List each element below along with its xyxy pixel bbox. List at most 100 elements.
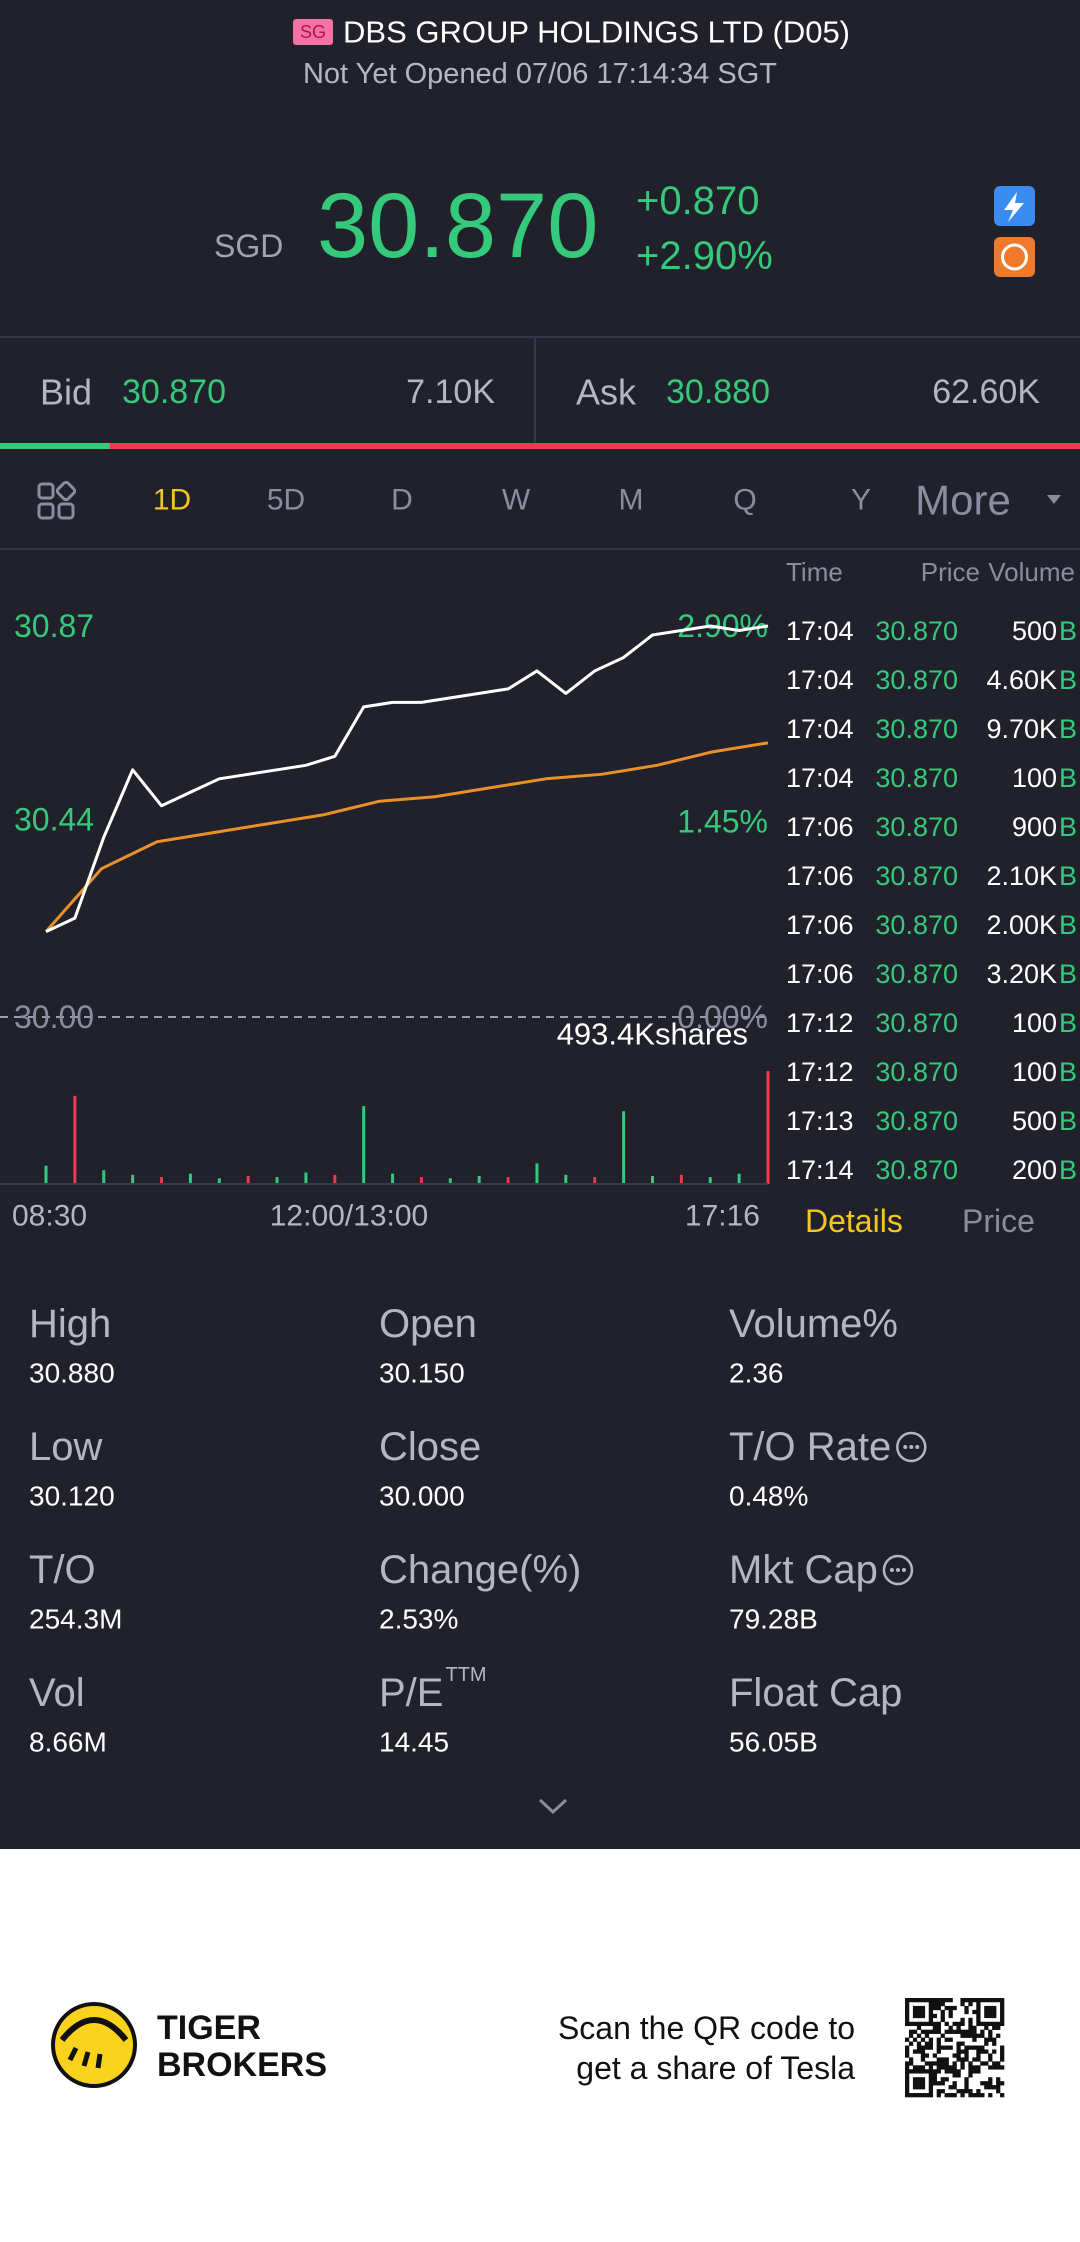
qr-module (956, 2053, 961, 2058)
period-tab[interactable]: Y (851, 484, 871, 517)
period-tab[interactable]: 1D (153, 484, 191, 517)
period-tab[interactable]: M (619, 484, 644, 517)
stat-value: 14.45 (379, 1727, 449, 1758)
qr-module (916, 2065, 922, 2070)
qr-module (928, 2037, 934, 2042)
qr-module (908, 2061, 914, 2066)
qr-module (924, 2041, 930, 2046)
stat-label: T/O (29, 1548, 96, 1592)
qr-module (992, 2041, 997, 2046)
options-glyph (1001, 243, 1028, 271)
qr-module (992, 2009, 997, 2015)
qr-module (916, 2069, 922, 2074)
qr-module (956, 2029, 961, 2034)
stock-title: DBS GROUP HOLDINGS LTD (D05) (343, 15, 850, 50)
trades-tab[interactable]: Details (805, 1203, 903, 1239)
qr-module (944, 2077, 949, 2082)
qr-module (980, 2033, 985, 2038)
volume-bar (419, 1177, 423, 1184)
qr-module (1000, 2009, 1005, 2015)
period-tab[interactable]: D (391, 484, 413, 517)
qr-module (948, 2069, 953, 2074)
qr-module (920, 2009, 926, 2015)
qr-module (916, 1998, 922, 2003)
qr-module (912, 2009, 918, 2015)
trade-price: 30.870 (875, 1008, 958, 1038)
qr-module (1000, 2045, 1005, 2050)
qr-module (988, 1998, 993, 2003)
qr-module (964, 2049, 969, 2054)
qr-module (905, 2005, 910, 2011)
qr-module (944, 2037, 949, 2042)
qr-module (972, 2045, 977, 2050)
info-icon[interactable] (896, 1431, 927, 1463)
period-tab[interactable]: Q (733, 484, 756, 517)
volume-bar (160, 1177, 164, 1184)
stat-value: 254.3M (29, 1604, 122, 1635)
qr-module (932, 2061, 937, 2066)
qr-module (936, 2029, 941, 2034)
trade-time: 17:04 (786, 616, 854, 646)
qr-module (952, 2053, 957, 2058)
qr-module (912, 2081, 918, 2086)
qr-module (992, 1998, 997, 2003)
qr-module (968, 2033, 973, 2038)
qr-module (928, 2013, 934, 2019)
qr-module (940, 2065, 945, 2070)
qr-module (976, 2065, 981, 2070)
qr-module (912, 1998, 918, 2003)
period-tab[interactable]: 5D (267, 484, 305, 517)
qr-module (944, 2093, 949, 2098)
dropdown-arrow (1047, 495, 1061, 504)
footer-background (0, 1849, 1080, 2242)
market-badge (293, 19, 333, 45)
qr-module (972, 2065, 977, 2070)
qr-module (936, 2093, 941, 2098)
trade-time: 17:04 (786, 665, 854, 695)
qr-module (996, 2061, 1001, 2066)
qr-module (912, 2005, 918, 2011)
qr-module (916, 2013, 922, 2019)
stat-label: Float Cap (729, 1671, 902, 1715)
tiger-logo (51, 2002, 137, 2088)
qr-module (956, 2021, 961, 2027)
qr-module (932, 2013, 937, 2019)
qr-module (908, 2093, 914, 2098)
qr-module (928, 2009, 934, 2015)
qr-module (964, 2089, 969, 2094)
qr-module (972, 2009, 977, 2015)
qr-module (916, 2049, 922, 2054)
qr-module (905, 2053, 910, 2058)
qr-module (984, 1998, 989, 2003)
qr-module (976, 2021, 981, 2027)
qr-module (928, 2045, 934, 2050)
trade-price: 30.870 (875, 763, 958, 793)
qr-module (996, 2033, 1001, 2038)
qr-module (908, 2057, 914, 2062)
y2-tick-label: 1.45% (677, 804, 768, 840)
layout-icon[interactable] (37, 480, 77, 520)
info-dot (915, 1445, 920, 1449)
qr-module (1000, 2005, 1005, 2011)
trade-side: B (1059, 1057, 1077, 1087)
qr-module (944, 2005, 949, 2011)
info-icon[interactable] (882, 1554, 914, 1586)
qr-module (936, 2045, 941, 2050)
icon-part (57, 502, 75, 520)
expand-chevron[interactable] (538, 1798, 568, 1815)
qr-module (908, 2033, 914, 2038)
qr-module (928, 1998, 934, 2003)
volume-bar (333, 1174, 337, 1184)
period-tab[interactable]: More (915, 477, 1011, 524)
trades-tab[interactable]: Price (962, 1203, 1035, 1239)
qr-module (928, 2029, 934, 2034)
qr-code[interactable] (905, 1998, 1005, 2098)
options-icon[interactable] (994, 237, 1035, 277)
period-tab[interactable]: W (502, 484, 531, 517)
qr-module (956, 2089, 961, 2094)
qr-module (936, 2081, 941, 2086)
qr-module (996, 2081, 1001, 2086)
qr-module (984, 2025, 989, 2030)
qr-module (976, 2045, 981, 2050)
